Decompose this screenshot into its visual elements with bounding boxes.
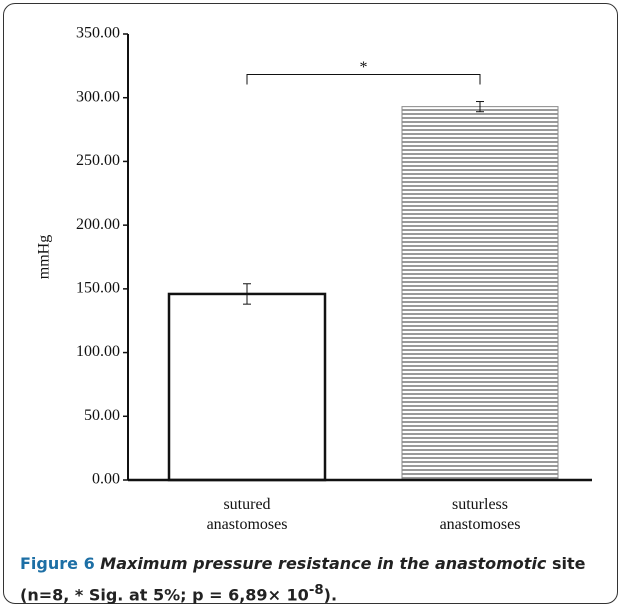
y-tick-label: 100.00 [76,343,120,360]
caption-text: site (n=8, * Sig. at 5%; p = 6,89× 10 [20,554,586,605]
caption-sup: -8 [308,583,324,598]
x-tick-label: suturless anastomoses [440,496,521,533]
y-tick-label: 300.00 [76,88,120,105]
bar [401,106,559,481]
annotation: * [360,59,368,76]
caption-label: Figure 6 [20,554,95,573]
caption-end: ). [323,585,338,605]
y-tick-label: 0.00 [92,471,120,488]
caption-italic: Maximum pressure resistance in the anast… [100,554,547,573]
y-tick-label: 50.00 [84,407,120,424]
chart: mmHg 0.00 50.00 100.00 150.00 200.00 250.00 30… [36,25,592,533]
caption: Figure 6 Maximum pressure resistance in … [20,550,610,608]
significance-bracket [246,74,481,85]
y-tick-label: 150.00 [76,280,120,297]
y-tick-label: 200.00 [76,216,120,233]
bar [167,292,327,482]
y-tick-label: 250.00 [76,152,120,169]
y-tick-label: 350.00 [76,25,120,42]
x-tick-label: sutured anastomoses [207,496,288,533]
figure-frame [3,3,618,604]
y-axis-label: mmHg [36,235,53,279]
